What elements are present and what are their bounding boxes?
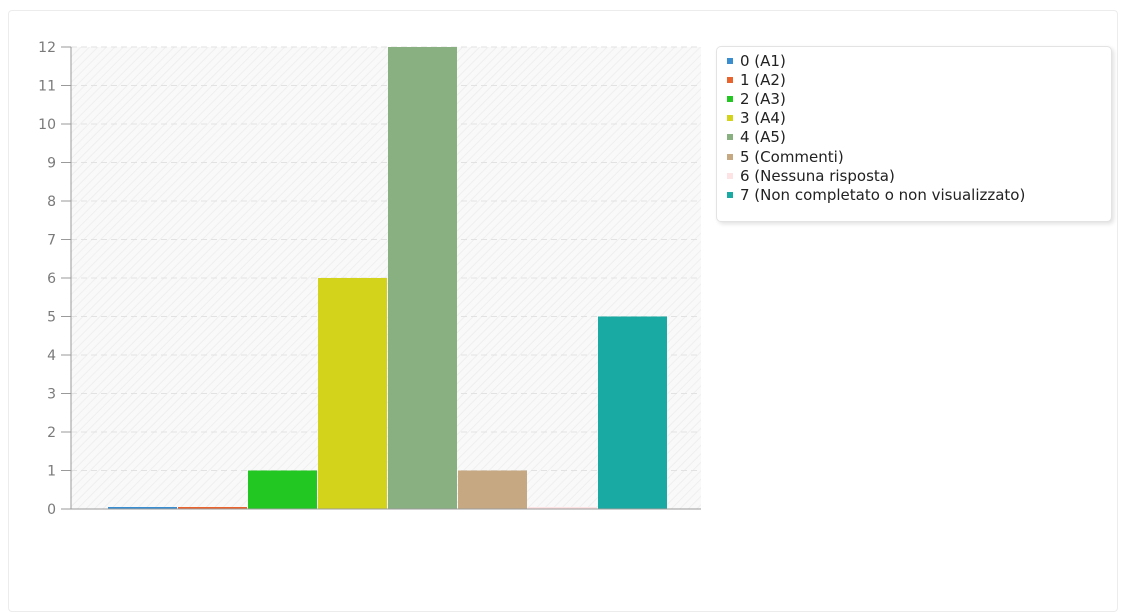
legend-label: 7 (Non completato o non visualizzato) (740, 185, 1026, 204)
legend-label: 5 (Commenti) (740, 147, 844, 166)
legend-item[interactable]: 5 (Commenti) (727, 147, 1111, 166)
legend-item[interactable]: 2 (A3) (727, 89, 1111, 108)
y-tick-label: 11 (38, 79, 56, 95)
legend-label: 2 (A3) (740, 89, 786, 108)
y-tick-label: 3 (47, 387, 56, 403)
legend-swatch (727, 191, 733, 198)
legend-label: 4 (A5) (740, 128, 786, 147)
legend-item[interactable]: 3 (A4) (727, 109, 1111, 128)
y-tick-label: 12 (38, 40, 56, 56)
y-tick-label: 9 (47, 156, 56, 172)
bar-0[interactable] (108, 507, 177, 509)
legend-label: 1 (A2) (740, 70, 786, 89)
bar-5[interactable] (458, 470, 527, 510)
bar-7[interactable] (598, 316, 667, 510)
bar-1[interactable] (178, 507, 247, 509)
legend-swatch (727, 57, 733, 64)
legend-swatch (727, 172, 733, 179)
y-tick-label: 2 (47, 425, 56, 441)
legend-item[interactable]: 1 (A2) (727, 70, 1111, 89)
y-tick-label: 4 (47, 348, 56, 364)
y-tick-label: 10 (38, 117, 56, 133)
legend-label: 0 (A1) (740, 51, 786, 70)
legend-swatch (727, 134, 733, 141)
bar-2[interactable] (248, 470, 317, 510)
y-tick-label: 6 (47, 271, 56, 287)
bar-4[interactable] (388, 47, 457, 509)
legend-label: 3 (A4) (740, 109, 786, 128)
legend-item[interactable]: 0 (A1) (727, 51, 1111, 70)
legend-item[interactable]: 7 (Non completato o non visualizzato) (727, 185, 1111, 204)
y-tick-label: 5 (47, 310, 56, 326)
legend-item[interactable]: 4 (A5) (727, 128, 1111, 147)
bar-6[interactable] (528, 507, 597, 509)
legend-swatch (727, 115, 733, 122)
legend-label: 6 (Nessuna risposta) (740, 166, 895, 185)
legend-swatch (727, 95, 733, 102)
legend-swatch (727, 76, 733, 83)
y-tick-label: 8 (47, 194, 56, 210)
y-tick-label: 0 (47, 502, 56, 518)
legend: 0 (A1) 1 (A2) 2 (A3) 3 (A4) 4 (A5) 5 (Comment… (716, 46, 1112, 222)
bar-3[interactable] (318, 278, 387, 509)
y-tick-label: 7 (47, 233, 56, 249)
legend-item[interactable]: 6 (Nessuna risposta) (727, 166, 1111, 185)
legend-swatch (727, 153, 733, 160)
y-tick-label: 1 (47, 464, 56, 480)
